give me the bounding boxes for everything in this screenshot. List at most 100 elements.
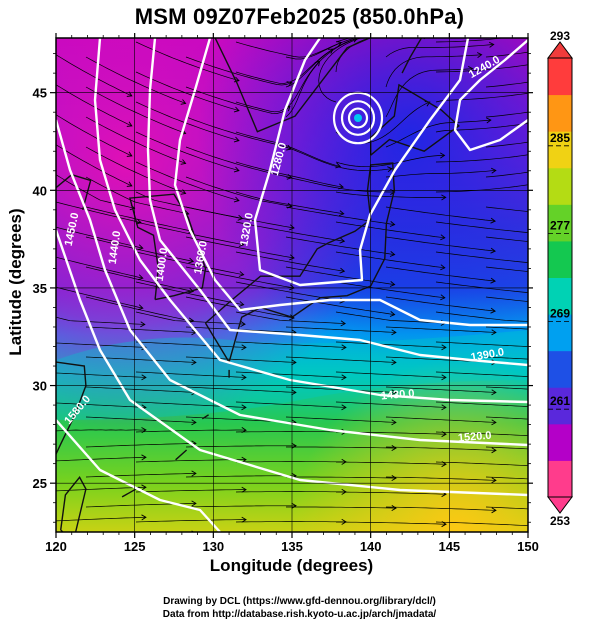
streamline: [86, 533, 196, 537]
streamline: [235, 41, 342, 58]
streamline-arrowhead: [335, 162, 342, 169]
streamline: [385, 446, 496, 451]
streamline: [285, 296, 395, 315]
coastline: [204, 162, 396, 364]
x-tick-label: 150: [517, 539, 539, 554]
streamline: [285, 38, 358, 118]
y-tick-label: 45: [33, 86, 47, 101]
streamline-arrowhead: [286, 81, 293, 87]
streamline: [56, 486, 146, 492]
streamline: [235, 251, 345, 272]
contour-label: 1360.0: [192, 240, 210, 275]
streamline: [335, 281, 445, 299]
streamline-arrowhead: [391, 475, 397, 481]
streamline: [185, 296, 295, 319]
streamline-arrowhead: [289, 314, 295, 321]
streamline: [385, 206, 496, 222]
colorbar-tick-label: 261: [550, 394, 570, 408]
streamline-arrowhead: [542, 405, 546, 410]
streamline: [235, 401, 346, 408]
streamline-arrowhead: [389, 311, 396, 317]
streamline-arrowhead: [241, 344, 247, 351]
streamline-arrowhead: [542, 524, 546, 529]
colorbar-segment: [548, 423, 572, 461]
streamline: [85, 296, 194, 322]
low-pressure-contour: [340, 100, 376, 136]
streamline-arrowhead: [238, 271, 245, 277]
y-axis-label: Latitude (degrees): [6, 208, 25, 356]
streamline: [135, 519, 246, 523]
height-contour: [146, 38, 528, 367]
y-tick-label: 35: [33, 281, 47, 296]
coastline: [56, 173, 92, 210]
streamline: [485, 81, 528, 88]
contour-label: 1320.0: [238, 212, 256, 247]
contour-label: 1400.0: [154, 247, 171, 282]
streamline: [185, 176, 292, 207]
streamline-arrowhead: [391, 505, 397, 511]
low-center: [354, 114, 362, 122]
streamline: [85, 386, 196, 393]
streamline-arrowhead: [467, 66, 474, 72]
streamline: [235, 281, 345, 302]
streamline-arrowhead: [591, 540, 595, 545]
streamline-arrowhead: [541, 30, 546, 35]
streamline: [336, 461, 447, 465]
streamline: [485, 506, 528, 510]
contour-label: 1520.0: [457, 430, 492, 445]
streamline-arrowhead: [180, 189, 187, 195]
height-contour: [453, 39, 528, 152]
streamline-arrowhead: [341, 374, 347, 381]
height-contour: [56, 229, 528, 497]
streamline: [85, 176, 189, 215]
streamline: [485, 446, 528, 450]
streamline: [435, 92, 528, 103]
contour-label: 1390.0: [470, 346, 505, 364]
streamline: [485, 171, 528, 178]
streamline-arrowhead: [476, 52, 483, 58]
streamline-arrowhead: [391, 419, 397, 426]
streamline: [435, 251, 528, 264]
colorbar-segment: [548, 314, 572, 352]
streamline-arrowhead: [136, 218, 142, 225]
streamline: [135, 341, 246, 348]
streamline: [56, 372, 146, 378]
contour-label: 1430.0: [380, 388, 415, 403]
streamline: [385, 476, 496, 481]
streamline: [85, 443, 196, 448]
y-tick-label: 40: [33, 183, 47, 198]
streamline: [385, 506, 496, 511]
streamline: [385, 68, 473, 118]
streamline-arrowhead: [291, 389, 297, 396]
streamline-arrowhead: [188, 287, 195, 294]
streamline-arrowhead: [291, 359, 297, 366]
streamline-arrowhead: [191, 500, 197, 507]
streamline-arrowhead: [490, 277, 496, 284]
streamline-arrowhead: [233, 196, 240, 203]
streamline: [135, 429, 247, 433]
streamline: [485, 51, 528, 58]
colorbar-segment: [548, 58, 572, 96]
streamline: [435, 311, 528, 322]
streamline: [235, 131, 341, 167]
streamline: [285, 416, 396, 423]
streamline-arrowhead: [141, 484, 147, 491]
streamline-arrowhead: [238, 241, 245, 247]
streamline: [335, 221, 445, 239]
streamline-arrowhead: [391, 329, 397, 336]
streamline-arrowhead: [339, 237, 346, 244]
streamline-arrowhead: [387, 31, 391, 36]
streamline: [135, 221, 244, 246]
coastline: [201, 414, 209, 420]
streamline-arrowhead: [126, 91, 133, 97]
colorbar-segment: [548, 460, 572, 498]
streamline: [85, 116, 186, 164]
streamline: [135, 459, 246, 463]
streamline-arrowhead: [486, 117, 492, 124]
low-pressure-contour: [347, 107, 369, 129]
streamline-arrowhead: [591, 275, 596, 280]
streamline-arrowhead: [490, 217, 496, 224]
streamline-arrowhead: [591, 245, 596, 250]
streamline-arrowhead: [441, 404, 447, 411]
x-axis-ticks: 120 125 130 135 140 145 150: [45, 33, 539, 554]
